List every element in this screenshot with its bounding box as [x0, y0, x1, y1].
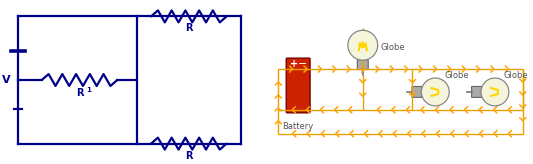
Text: 1: 1 [86, 87, 91, 93]
FancyBboxPatch shape [412, 86, 422, 97]
Text: R: R [185, 151, 192, 161]
Text: R: R [185, 23, 192, 33]
Circle shape [348, 30, 378, 60]
Circle shape [422, 78, 449, 106]
Text: −: − [297, 59, 307, 69]
Text: Battery: Battery [282, 122, 314, 131]
Text: +: + [290, 59, 298, 69]
Text: R: R [76, 88, 83, 98]
Text: Globe: Globe [504, 71, 529, 80]
Text: Globe: Globe [381, 43, 405, 52]
Text: Globe: Globe [445, 71, 469, 80]
FancyBboxPatch shape [357, 60, 368, 70]
Circle shape [481, 78, 509, 106]
FancyBboxPatch shape [286, 58, 310, 113]
Text: V: V [2, 75, 10, 85]
FancyBboxPatch shape [472, 86, 481, 97]
